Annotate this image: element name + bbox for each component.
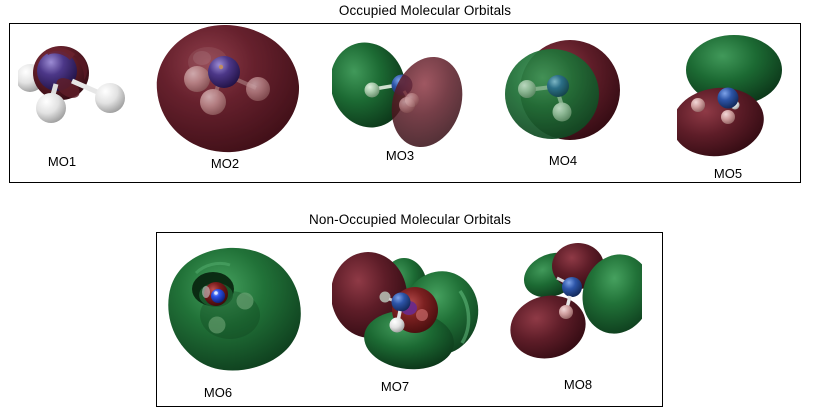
mo8-orbital-lobe-red <box>510 295 586 359</box>
mo8-graphic <box>510 243 642 359</box>
mo3-atoms-through-lobe <box>399 93 419 113</box>
mo8-hydrogen-atom <box>559 305 573 319</box>
mo1-figure <box>18 38 153 158</box>
mo5-label: MO5 <box>713 166 743 181</box>
mo3-hydrogen-atom <box>364 82 380 98</box>
mo6-hydrogen-atom <box>202 286 210 298</box>
mo4-graphic <box>505 40 620 140</box>
mo2-graphic <box>156 24 300 153</box>
mo7-nitrogen-atom <box>391 292 411 312</box>
mo2-label: MO2 <box>210 156 240 171</box>
mo2-figure <box>152 22 308 162</box>
mo4-label: MO4 <box>548 153 578 168</box>
mo6-figure <box>160 243 310 398</box>
mo5-orbital-lobe-green <box>686 35 782 105</box>
mo4-hydrogen-atom <box>552 102 572 122</box>
mo8-figure <box>507 238 642 398</box>
mo7-hydrogen-atom <box>389 317 405 333</box>
mo2-hydrogen-atom <box>200 89 226 115</box>
mo7-lobe-highlight <box>458 289 471 344</box>
mo2-nitrogen-atom <box>208 56 240 88</box>
mo4-hydrogen-atom <box>518 80 536 98</box>
mo8-nitrogen-atom <box>562 277 582 297</box>
mo6-nitrogen-atom <box>211 289 225 303</box>
mo7-hydrogen-atom <box>379 291 391 303</box>
mo5-nitrogen-atom <box>717 87 739 109</box>
mo5-graphic <box>677 35 782 157</box>
mo4-nitrogen-atom <box>547 75 569 97</box>
mo2-lobe-tint-overlay <box>156 24 300 153</box>
mo7-figure <box>332 243 492 393</box>
mo1-label: MO1 <box>47 154 77 169</box>
mo7-graphic <box>332 252 479 370</box>
mo5-figure <box>677 32 803 182</box>
mo6-rim-highlight <box>194 261 231 275</box>
mo8-orbital-lobe-green <box>582 254 642 334</box>
mo2-hydrogen-atom <box>184 66 210 92</box>
mo3-orbital-lobe-red <box>391 57 463 147</box>
mo3-figure <box>332 33 478 165</box>
mo8-bond <box>556 276 566 284</box>
non-occupied-section-title: Non-Occupied Molecular Orbitals <box>309 212 511 227</box>
mo2-hydrogen-atom <box>246 77 270 101</box>
mo3-label: MO3 <box>385 148 415 163</box>
mo6-atom-highlight <box>214 291 218 295</box>
mo2-atom-highlight <box>218 64 224 70</box>
non-occupied-section-box <box>156 232 663 407</box>
mo6-hydrogen-atom <box>208 316 226 334</box>
mo7-core-highlight <box>416 309 428 321</box>
mo6-label: MO6 <box>203 385 233 400</box>
mo5-hydrogen-atom <box>721 110 735 124</box>
mo4-figure <box>502 33 634 168</box>
mo6-graphic <box>168 247 301 371</box>
mo7-label: MO7 <box>380 379 410 394</box>
mo6-hydrogen-atom <box>236 292 254 310</box>
mo5-hydrogen-atom <box>691 98 705 112</box>
mo2-orbital-lobe-red <box>156 24 300 153</box>
mo1-graphic <box>18 46 125 123</box>
mo4-lobe-tint-overlay <box>505 49 599 139</box>
occupied-section-box <box>9 23 801 183</box>
mo3-graphic <box>332 42 463 147</box>
occupied-section-title: Occupied Molecular Orbitals <box>338 3 512 18</box>
mo8-label: MO8 <box>563 377 593 392</box>
mo1-hydrogen-atom <box>95 83 125 113</box>
mo1-hydrogen-atom <box>36 93 66 123</box>
